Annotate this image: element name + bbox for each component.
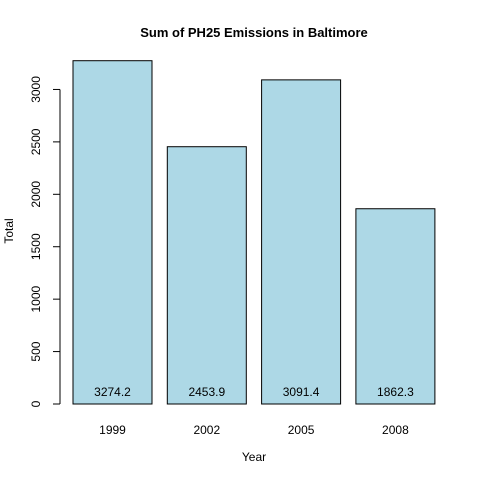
data-label: 3274.2 <box>94 385 131 399</box>
y-tick-label: 2500 <box>29 128 43 155</box>
y-tick-label: 1000 <box>29 285 43 312</box>
y-tick-label: 2000 <box>29 181 43 208</box>
x-tick-label: 2005 <box>288 423 315 437</box>
y-tick-label: 1500 <box>29 233 43 260</box>
y-axis-label: Total <box>2 218 16 243</box>
x-tick-label: 2002 <box>193 423 220 437</box>
data-label: 2453.9 <box>188 385 225 399</box>
y-tick-label: 3000 <box>29 76 43 103</box>
y-tick-label: 0 <box>29 400 43 407</box>
x-tick-label: 2008 <box>382 423 409 437</box>
chart-title: Sum of PH25 Emissions in Baltimore <box>140 25 368 40</box>
y-axis: 0 500 1000 1500 2000 2500 3000 <box>29 76 61 407</box>
y-tick-label: 500 <box>29 341 43 361</box>
bar-2005 <box>261 79 342 405</box>
bar-2002 <box>166 146 247 405</box>
data-label: 3091.4 <box>283 385 320 399</box>
bar-2008 <box>355 208 436 405</box>
data-label: 1862.3 <box>377 385 414 399</box>
x-axis-label: Year <box>242 450 266 464</box>
bar-1999 <box>72 60 153 405</box>
x-tick-labels: 1999 2002 2005 2008 <box>99 423 409 437</box>
x-tick-label: 1999 <box>99 423 126 437</box>
bars-group: 3274.2 2453.9 3091.4 1862.3 <box>72 60 436 405</box>
